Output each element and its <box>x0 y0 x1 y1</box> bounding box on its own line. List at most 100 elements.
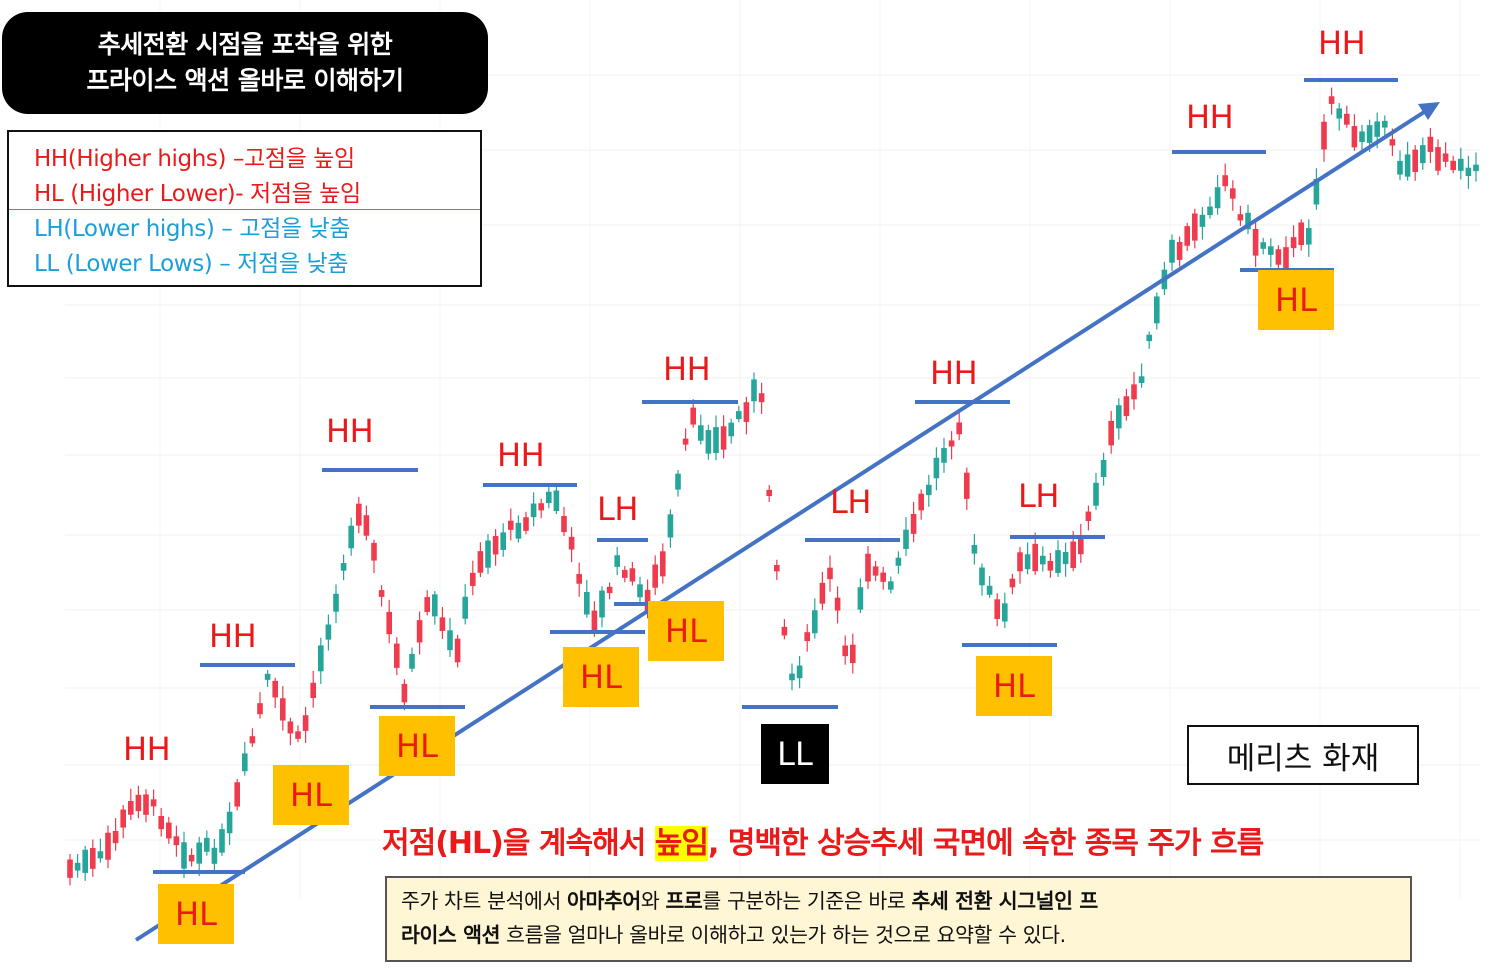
candle-body <box>325 624 332 640</box>
candle-body <box>1404 154 1411 177</box>
candle-body <box>485 540 491 568</box>
candle-body <box>143 794 149 815</box>
candle-body <box>842 645 848 657</box>
candle-body <box>82 849 88 873</box>
candle-body <box>888 581 894 590</box>
candle-body <box>1207 206 1213 216</box>
candle-body <box>964 472 970 499</box>
candle-body <box>120 809 126 828</box>
candle-body <box>538 503 544 511</box>
candle-body <box>736 411 742 420</box>
hl-label: HL <box>648 601 724 661</box>
candle-body <box>500 532 506 550</box>
candle-body <box>895 557 902 566</box>
candle-body <box>394 643 400 668</box>
candle-body <box>416 620 423 643</box>
candle-body <box>568 536 575 550</box>
candle-body <box>1298 222 1304 246</box>
candle-body <box>675 473 681 490</box>
candle-body <box>74 862 81 871</box>
candle-body <box>1192 213 1198 241</box>
candle-body <box>553 490 560 512</box>
candle-body <box>1382 120 1388 128</box>
candle-body <box>348 525 354 549</box>
candle-body <box>1336 108 1342 119</box>
candle-body <box>1313 178 1320 205</box>
candle-body <box>1093 482 1099 506</box>
candle-body <box>766 489 772 497</box>
candle-body <box>204 837 210 852</box>
candle-body <box>523 517 529 531</box>
hh-label: HH <box>209 617 257 655</box>
candle-body <box>272 680 278 698</box>
candle-body <box>857 587 864 610</box>
candle-body <box>219 829 225 853</box>
candle-body <box>720 426 727 450</box>
candle-body <box>1420 145 1426 164</box>
candle-body <box>971 544 978 554</box>
desc-text: 를 구분하는 기준은 바로 <box>702 889 912 913</box>
candle-body <box>1412 149 1418 172</box>
legend-hl: HL (Higher Lower)- 저점을 높임 <box>34 181 361 207</box>
candle-body <box>287 721 294 734</box>
candle-body <box>1055 550 1061 573</box>
candle-body <box>1123 396 1130 416</box>
candle-body <box>135 794 142 812</box>
candle-body <box>1078 535 1084 555</box>
candle-body <box>796 665 803 679</box>
hl-label: HL <box>273 765 349 825</box>
candle-body <box>1154 296 1160 324</box>
candle-body <box>758 393 765 403</box>
candle-body <box>781 626 788 636</box>
candle-body <box>804 632 810 642</box>
candle-body <box>1389 139 1396 146</box>
uptrend-line <box>134 105 1434 942</box>
caption-highlight: 높임 <box>654 826 709 861</box>
candle-body <box>705 430 712 454</box>
candle-body <box>302 715 309 731</box>
candle-body <box>576 574 582 584</box>
hl-label: HL <box>976 656 1052 716</box>
candle-body <box>948 440 955 447</box>
candle-body <box>1435 147 1441 171</box>
candle-body <box>1040 555 1046 565</box>
hh-label: HH <box>1186 98 1234 136</box>
candle-body <box>933 457 940 479</box>
candle-body <box>371 542 377 561</box>
candle-body <box>926 484 932 496</box>
candle-body <box>1359 131 1365 143</box>
title-line-1: 추세전환 시점을 포착을 위한 <box>97 30 393 59</box>
candle-body <box>1176 241 1183 260</box>
candle-body <box>1283 247 1289 272</box>
legend-lh: LH(Lower highs) – 고점을 낮춤 <box>34 216 351 242</box>
candle-body <box>1374 121 1380 137</box>
candle-body <box>1146 334 1152 342</box>
desc-bold: 추세 전환 시그널인 프 <box>911 889 1098 913</box>
candle-body <box>872 566 879 576</box>
candle-body <box>515 522 522 539</box>
uptrend-arrow-head <box>1418 102 1440 120</box>
candle-body <box>629 568 636 582</box>
description-box: 주가 차트 분석에서 아마추어와 프로를 구분하는 기준은 바로 추세 전환 시… <box>385 876 1412 962</box>
candle-body <box>994 599 1000 619</box>
candle-body <box>340 563 347 571</box>
candle-body <box>956 422 962 435</box>
candle-body <box>67 859 73 878</box>
lh-label: LH <box>830 483 871 521</box>
candle-body <box>158 815 164 830</box>
candle-body <box>1024 554 1031 570</box>
candle-body <box>644 589 651 611</box>
candle-body <box>1458 158 1464 171</box>
candle-body <box>774 565 780 572</box>
candle-body <box>1306 228 1312 245</box>
candle-body <box>599 590 605 618</box>
candle-body <box>751 379 757 402</box>
hl-label: HL <box>1258 270 1334 330</box>
candle-body <box>743 402 750 422</box>
candle-body <box>652 564 658 588</box>
candle-body <box>1138 376 1145 384</box>
candle-body <box>242 753 248 772</box>
candle-body <box>477 551 484 573</box>
candle-body <box>903 529 909 549</box>
candle-body <box>910 513 917 534</box>
